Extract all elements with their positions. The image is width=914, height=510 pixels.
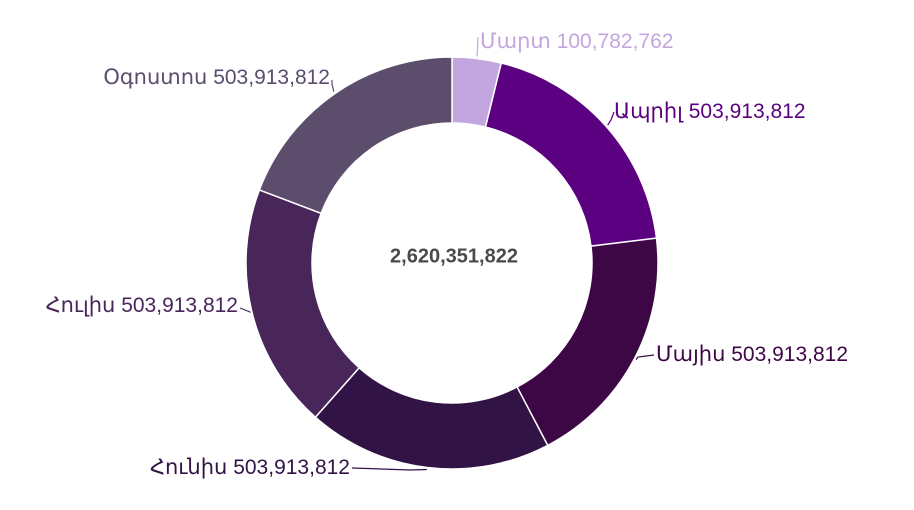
slice-label-value: 503,913,812 (233, 456, 350, 479)
donut-slice-6 (258, 56, 453, 215)
slice-label-5: Հուլիս 503,913,812 (46, 294, 238, 317)
slice-label-value: 503,913,812 (731, 343, 848, 366)
slice-label-name: Հունիս (150, 456, 227, 479)
slice-label-name: Մարտ (480, 30, 551, 53)
slice-label-6: Օգոստոս 503,913,812 (103, 66, 330, 89)
slices-layer (245, 56, 659, 470)
slice-label-4: Հունիս 503,913,812 (150, 456, 350, 479)
slice-label-value: 100,782,762 (557, 30, 674, 53)
donut-slice-4 (314, 366, 549, 470)
donut-slice-3 (516, 237, 659, 447)
slice-label-2: Ապրիլ 503,913,812 (614, 100, 806, 123)
leader-line-2 (607, 111, 615, 126)
leader-line-1 (476, 36, 479, 57)
leader-line-6 (331, 80, 335, 92)
leader-line-3 (635, 354, 655, 361)
slice-label-1: Մարտ 100,782,762 (480, 30, 673, 53)
donut-slice-2 (484, 62, 658, 247)
slice-label-value: 503,913,812 (121, 294, 238, 317)
leader-line-5 (239, 307, 251, 313)
slice-label-name: Հուլիս (46, 294, 116, 317)
slice-label-value: 503,913,812 (213, 66, 330, 89)
slice-label-name: Օգոստոս (103, 66, 207, 89)
slice-label-value: 503,913,812 (689, 100, 806, 123)
donut-slice-5 (245, 188, 361, 419)
leader-lines-layer (239, 36, 655, 471)
leader-line-4 (351, 467, 427, 471)
slice-label-3: Մայիս 503,913,812 (656, 343, 848, 366)
center-total-label: 2,620,351,822 (390, 245, 518, 267)
slice-label-name: Մայիս (656, 343, 725, 366)
slice-label-name: Ապրիլ (614, 100, 684, 123)
